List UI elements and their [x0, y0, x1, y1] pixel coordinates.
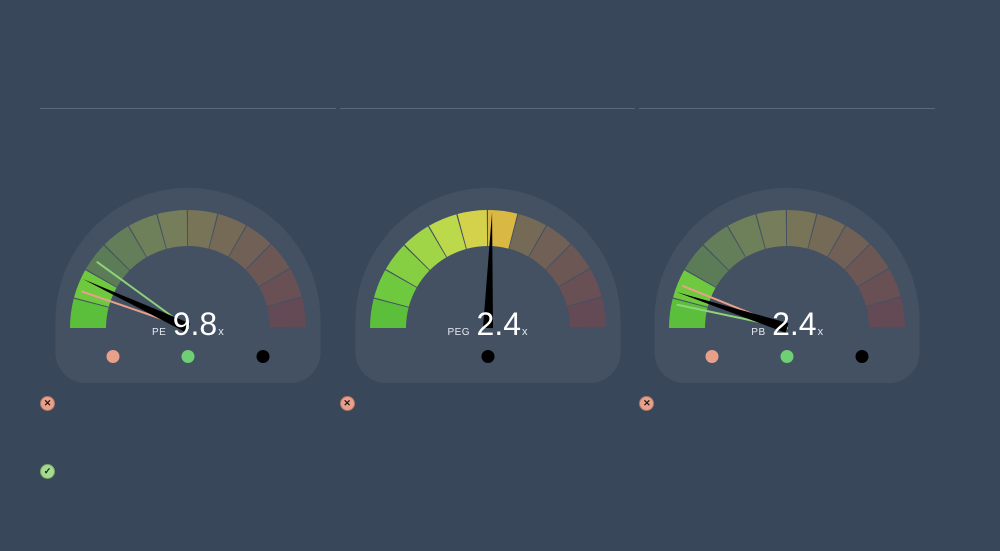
dashboard-page: PE 9.8x ✕✓ PEG 2.4x ✕ — [0, 0, 1000, 551]
gauge-peg-value-row: PEG 2.4x — [355, 306, 620, 343]
gauge-peg-value: 2.4 — [477, 306, 521, 342]
legend-dot-red — [706, 350, 719, 363]
panel-divider — [639, 108, 935, 109]
gauge-pb-label: PB — [751, 327, 765, 338]
gauge-pb-legend — [655, 350, 920, 363]
gauge-peg-unit: x — [522, 326, 528, 338]
legend-dot-green — [781, 350, 794, 363]
check-circle-icon: ✓ — [40, 464, 55, 479]
gauge-pe-status-col: ✕✓ — [40, 396, 55, 479]
gauge-pe-label: PE — [152, 327, 166, 338]
gauge-peg-label: PEG — [447, 327, 470, 338]
legend-dot-black — [481, 350, 494, 363]
gauge-pe: PE 9.8x — [55, 188, 320, 383]
gauge-panels-row: PE 9.8x ✕✓ PEG 2.4x ✕ — [40, 38, 935, 518]
gauge-pb-value: 2.4 — [772, 306, 816, 342]
gauge-pb: PB 2.4x — [655, 188, 920, 383]
gauge-panel-peg: PEG 2.4x ✕ — [340, 38, 636, 518]
gauge-pe-legend — [55, 350, 320, 363]
gauge-peg-status-col: ✕ — [340, 396, 355, 411]
legend-dot-green — [181, 350, 194, 363]
gauge-panel-pb: PB 2.4x ✕ — [639, 38, 935, 518]
panel-divider — [40, 108, 336, 109]
legend-dot-black — [856, 350, 869, 363]
legend-dot-black — [256, 350, 269, 363]
gauge-pb-value-row: PB 2.4x — [655, 306, 920, 343]
panel-divider — [340, 108, 636, 109]
gauge-pb-status-col: ✕ — [639, 396, 654, 411]
gauge-pe-value-row: PE 9.8x — [55, 306, 320, 343]
gauge-pe-value: 9.8 — [173, 306, 217, 342]
cross-circle-icon: ✕ — [40, 396, 55, 411]
gauge-peg: PEG 2.4x — [355, 188, 620, 383]
cross-circle-icon: ✕ — [639, 396, 654, 411]
cross-circle-icon: ✕ — [340, 396, 355, 411]
legend-dot-red — [106, 350, 119, 363]
gauge-pe-unit: x — [218, 326, 224, 338]
gauge-pb-unit: x — [818, 326, 824, 338]
gauge-panel-pe: PE 9.8x ✕✓ — [40, 38, 336, 518]
gauge-peg-legend — [355, 350, 620, 363]
